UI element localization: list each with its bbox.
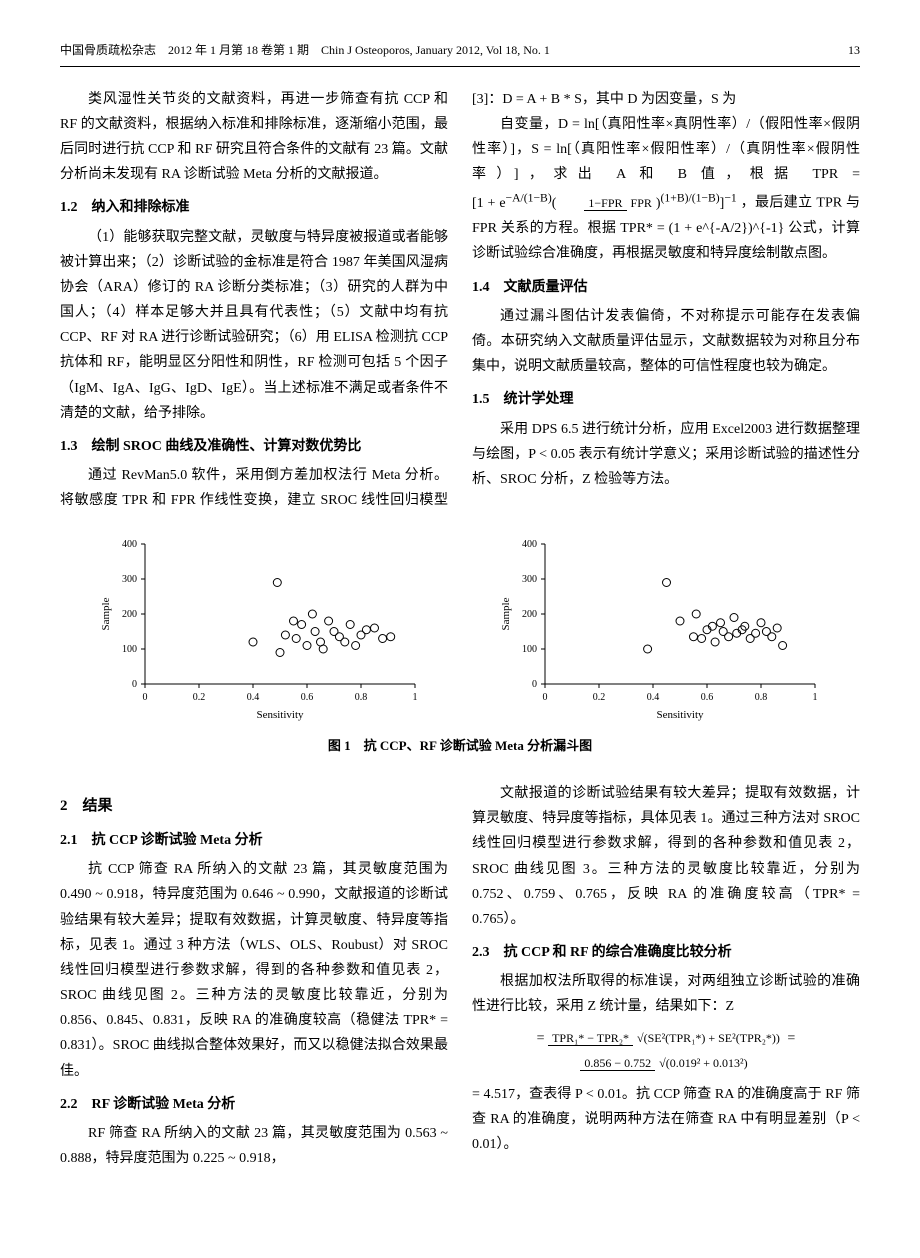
page-number: 13: [848, 40, 860, 62]
svg-text:0.2: 0.2: [193, 692, 206, 703]
heading-2-1: 2.1 抗 CCP 诊断试验 Meta 分析: [60, 828, 448, 853]
svg-text:0.8: 0.8: [755, 692, 768, 703]
heading-1-2: 1.2 纳入和排除标准: [60, 195, 448, 220]
heading-1-3: 1.3 绘制 SROC 曲线及准确性、计算对数优势比: [60, 434, 448, 459]
heading-2: 2 结果: [60, 793, 448, 820]
svg-text:0: 0: [543, 692, 548, 703]
svg-text:1: 1: [813, 692, 818, 703]
svg-text:100: 100: [522, 644, 537, 655]
para-2-1: 抗 CCP 筛查 RA 所纳入的文献 23 篇，其灵敏度范围为 0.490 ~ …: [60, 857, 448, 1084]
svg-text:0: 0: [532, 679, 537, 690]
para-2-3a: 根据加权法所取得的标准误，对两组独立诊断试验的准确性进行比较，采用 Z 统计量，…: [472, 969, 860, 1019]
header-left: 中国骨质疏松杂志 2012 年 1 月第 18 卷第 1 期 Chin J Os…: [60, 40, 550, 62]
funnel-chart-ccp: 0 0.2 0.4 0.6 0.8 1 0 100 200 300 400 Sensitivity Sa…: [95, 534, 425, 724]
heading-1-4: 1.4 文献质量评估: [472, 275, 860, 300]
svg-text:100: 100: [122, 644, 137, 655]
figure-1-caption: 图 1 抗 CCP、RF 诊断试验 Meta 分析漏斗图: [60, 734, 860, 757]
svg-text:0.6: 0.6: [701, 692, 714, 703]
svg-text:400: 400: [522, 539, 537, 550]
svg-text:300: 300: [522, 574, 537, 585]
svg-text:0.4: 0.4: [247, 692, 260, 703]
funnel-chart-rf: 0 0.2 0.4 0.6 0.8 1 0 100 200 300 400 Sensitivity Sa…: [495, 534, 825, 724]
svg-text:200: 200: [522, 609, 537, 620]
para-right-1a: 自变量，D = ln[（真阳性率×真阴性率）/（假阳性率×假阴性率）]，S = …: [472, 112, 860, 267]
svg-text:Sensitivity: Sensitivity: [656, 709, 704, 721]
svg-text:1: 1: [413, 692, 418, 703]
heading-1-5: 1.5 统计学处理: [472, 387, 860, 412]
formula-tpr: [1 + e−A/(1−B)(1−FPRFPR)(1+B)/(1−B)]−1: [472, 196, 741, 211]
z-den2: √(0.019² + 0.013²): [655, 1056, 752, 1070]
svg-text:Sensitivity: Sensitivity: [256, 709, 304, 721]
z-den1: √(SE²(TPR₁*) + SE²(TPR₂*)): [633, 1031, 784, 1045]
para-2-3a-text: 根据加权法所取得的标准误，对两组独立诊断试验的准确性进行比较，采用 Z 统计量，…: [472, 974, 860, 1014]
para-1-4: 通过漏斗图估计发表偏倚，不对称提示可能存在发表偏倚。本研究纳入文献质量评估显示，…: [472, 304, 860, 380]
para-right-1a-text: 自变量，D = ln[（真阳性率×真阴性率）/（假阳性率×假阴性率）]，S = …: [472, 117, 860, 182]
svg-text:0.8: 0.8: [355, 692, 368, 703]
para-2-2b: 文献报道的诊断试验结果有较大差异；提取有效数据，计算灵敏度、特异度等指标，具体见…: [472, 781, 860, 932]
upper-two-column: 类风湿性关节炎的文献资料，再进一步筛查有抗 CCP 和 RF 的文献资料，根据纳…: [60, 87, 860, 514]
para-intro: 类风湿性关节炎的文献资料，再进一步筛查有抗 CCP 和 RF 的文献资料，根据纳…: [60, 87, 448, 188]
svg-text:0: 0: [132, 679, 137, 690]
para-1-2: （1）能够获取完整文献，灵敏度与特异度被报道或者能够被计算出来；（2）诊断试验的…: [60, 225, 448, 427]
page-header: 中国骨质疏松杂志 2012 年 1 月第 18 卷第 1 期 Chin J Os…: [60, 40, 860, 67]
z-num2: 0.856 − 0.752: [580, 1056, 655, 1071]
para-2-2a: RF 筛查 RA 所纳入的文献 23 篇，其灵敏度范围为 0.563 ~ 0.8…: [60, 1121, 448, 1171]
funnel-charts-row: 00.20.40.60.810100200300400SensitivitySa…: [60, 534, 860, 724]
svg-text:0.2: 0.2: [593, 692, 606, 703]
heading-2-2: 2.2 RF 诊断试验 Meta 分析: [60, 1092, 448, 1117]
svg-text:300: 300: [122, 574, 137, 585]
svg-text:200: 200: [122, 609, 137, 620]
para-1-5: 采用 DPS 6.5 进行统计分析，应用 Excel2003 进行数据整理与绘图…: [472, 417, 860, 493]
z-formula: = TPR₁* − TPR₂*√(SE²(TPR₁*) + SE²(TPR₂*)…: [472, 1026, 860, 1076]
heading-2-3: 2.3 抗 CCP 和 RF 的综合准确度比较分析: [472, 940, 860, 965]
lower-two-column: 2 结果 2.1 抗 CCP 诊断试验 Meta 分析 抗 CCP 筛查 RA …: [60, 781, 860, 1171]
svg-text:Sample: Sample: [500, 597, 512, 630]
para-2-3b: = 4.517，查表得 P < 0.01。抗 CCP 筛查 RA 的准确度高于 …: [472, 1082, 860, 1158]
svg-text:0.4: 0.4: [647, 692, 660, 703]
z-num1: TPR₁* − TPR₂*: [548, 1031, 633, 1046]
svg-text:Sample: Sample: [100, 597, 112, 630]
svg-text:400: 400: [122, 539, 137, 550]
svg-text:0.6: 0.6: [301, 692, 314, 703]
svg-text:0: 0: [143, 692, 148, 703]
